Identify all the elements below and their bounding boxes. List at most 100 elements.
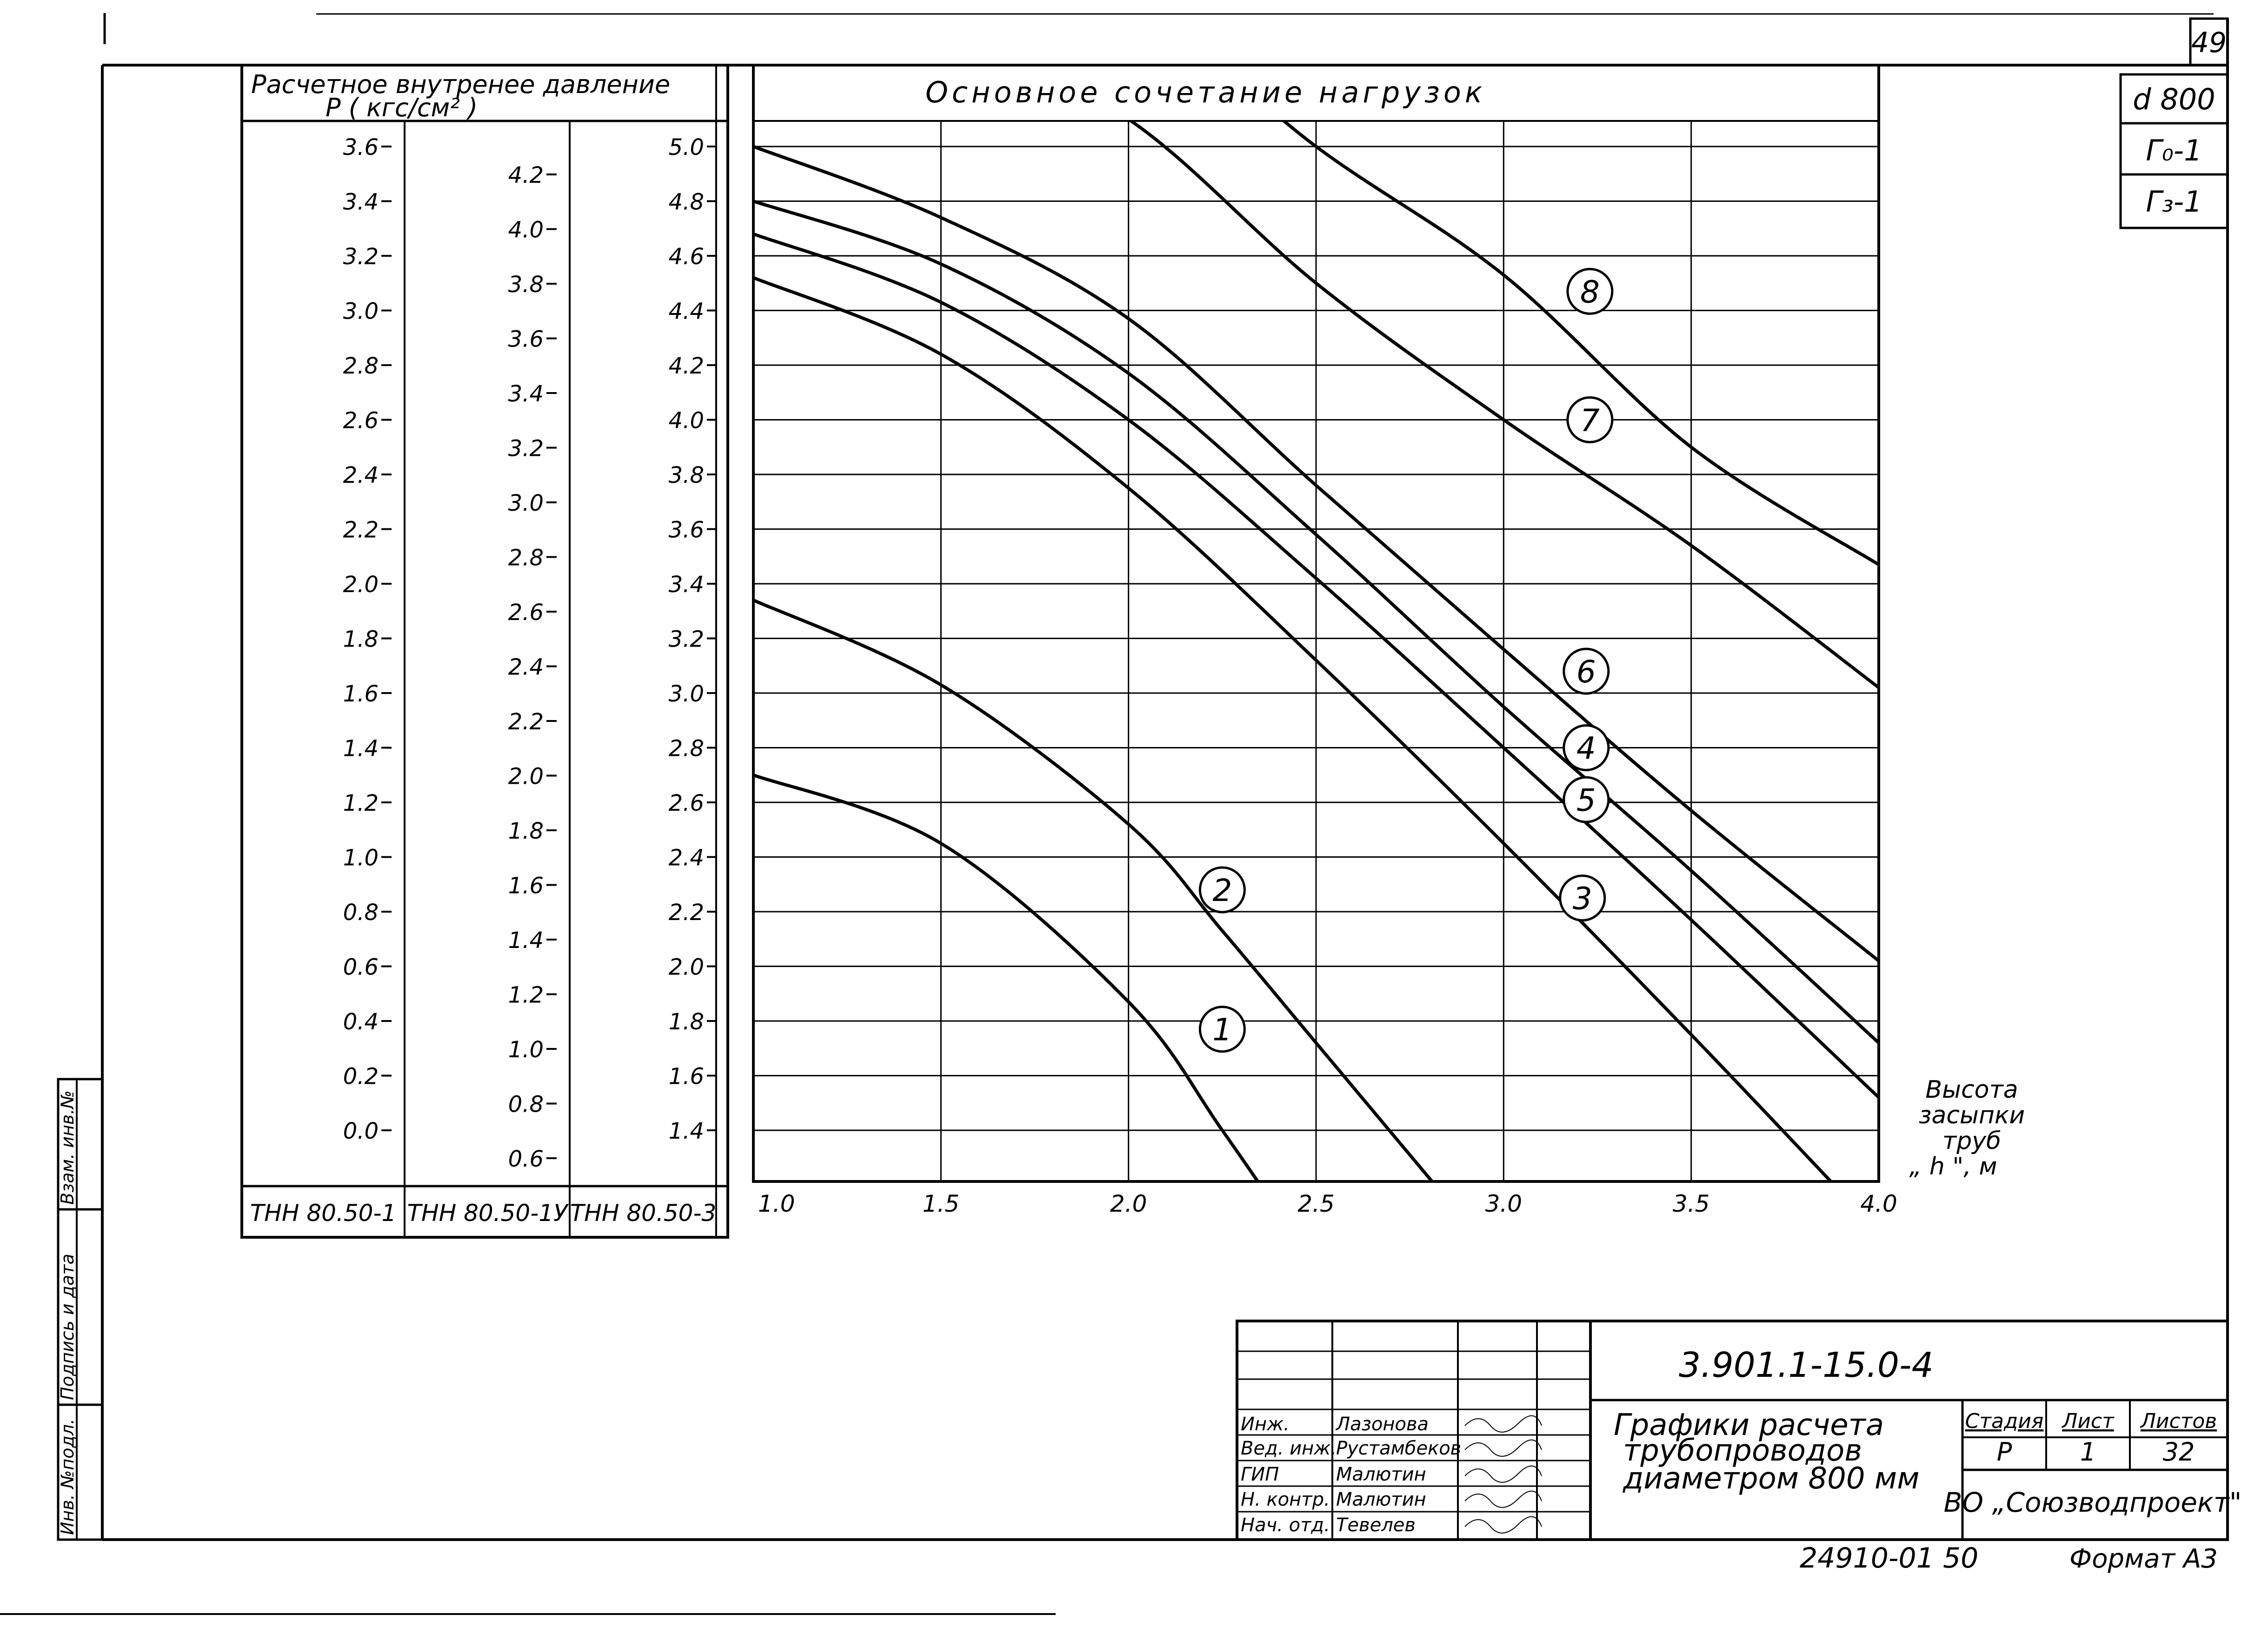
y-tick-label: 0.8 <box>508 1092 544 1118</box>
signer-name: Малютин <box>1336 1464 1426 1485</box>
curve-label-number: 7 <box>1580 403 1600 439</box>
y-tick-label: 2.2 <box>508 709 544 735</box>
curve-label-number: 2 <box>1212 873 1232 908</box>
curve-label-circle <box>1198 1006 1246 1053</box>
y-tick-label: 2.6 <box>508 600 544 626</box>
x-tick-label: 3.5 <box>1673 1190 1710 1217</box>
y-tick-label: 0.6 <box>508 1146 544 1172</box>
signature-mark <box>1464 1516 1542 1534</box>
y-tick-label: 3.0 <box>669 681 704 707</box>
curve-2 <box>753 599 1435 1181</box>
sheet-value: 1 <box>2080 1437 2096 1467</box>
y-tick-label: 2.0 <box>508 764 544 790</box>
signer-name: Рустамбеков <box>1336 1438 1461 1459</box>
curve-label-circle <box>1566 396 1614 443</box>
left-margin-stamp: Инв. №подл. Подпись и дата Взам. инв.№ <box>57 1078 104 1541</box>
y-tick-label: 1.0 <box>343 845 379 871</box>
y-tick-label: 2.4 <box>343 462 379 488</box>
side-tags: d 800 Г₀-1 Г₃-1 <box>2119 73 2229 229</box>
curve-label-number: 1 <box>1212 1012 1232 1048</box>
curve-label-number: 5 <box>1576 782 1596 818</box>
chart-title: Основное сочетание нагрузок <box>925 75 1486 109</box>
x-axis-title-line: „ h ", м <box>1909 1153 1997 1181</box>
signature-mark <box>1464 1439 1542 1457</box>
y-tick-label: 2.4 <box>508 654 544 681</box>
y-tick-label: 0.0 <box>343 1118 379 1144</box>
doc-code: 3.901.1-15.0-4 <box>1679 1345 1934 1385</box>
y-tick-label: 2.6 <box>669 790 704 816</box>
x-tick-label: 1.5 <box>923 1190 960 1217</box>
signature-mark <box>1464 1465 1542 1483</box>
y-tick-label: 0.2 <box>343 1064 379 1090</box>
y-tick-label: 1.8 <box>669 1009 704 1035</box>
y-tick-label: 0.4 <box>343 1009 379 1035</box>
y-tick-label: 3.6 <box>508 327 544 353</box>
y-tick-label: 2.0 <box>669 954 704 981</box>
x-tick-label: 2.5 <box>1297 1190 1335 1217</box>
x-axis-title-line: Высота <box>1925 1076 2018 1104</box>
pipe-column-1-label: ТНН 80.50-1 <box>250 1200 397 1227</box>
y-tick-label: 2.2 <box>669 900 704 926</box>
y-tick-label: 3.8 <box>508 272 544 298</box>
signature-mark <box>1464 1490 1542 1508</box>
title-block-roles: Инж. Лазонова Вед. инж.Рустамбеков ГИП Малют… <box>1241 1414 1542 1536</box>
y-tick-label: 0.8 <box>343 900 379 926</box>
y-tick-label: 1.4 <box>343 736 379 762</box>
curve-6 <box>753 145 1879 962</box>
curve-label-circle <box>1198 866 1246 914</box>
y-tick-label: 1.4 <box>508 927 544 954</box>
curve-8 <box>1281 121 1879 566</box>
margin-label-signature: Подпись и дата <box>57 1254 78 1400</box>
y-tick-label: 2.4 <box>669 845 704 871</box>
doc-title-line2: трубопроводов <box>1623 1434 1862 1468</box>
y-tick-label: 4.0 <box>669 408 704 434</box>
curve-label-circle <box>1563 724 1610 771</box>
sheet-number-box: 49 <box>2189 17 2229 67</box>
role-label: ГИП <box>1241 1464 1279 1485</box>
curve-label-circle <box>1563 647 1610 695</box>
y-tick-label: 4.6 <box>669 244 704 270</box>
y-tick-label: 2.6 <box>343 408 379 434</box>
curve-5 <box>753 232 1879 1099</box>
y-tick-label: 3.2 <box>669 627 704 653</box>
pipe-column-3-label: ТНН 80.50-3 <box>570 1200 717 1227</box>
y-tick-label: 2.8 <box>669 736 704 762</box>
pipe-column-1u-label: ТНН 80.50-1У <box>407 1200 569 1227</box>
y-tick-label: 1.4 <box>669 1118 704 1144</box>
curve-7 <box>1128 121 1879 689</box>
y-tick-label: 3.2 <box>508 436 544 462</box>
curve-1 <box>753 773 1260 1181</box>
pressure-scales: 3.6 3.4 3.2 3.0 2.8 2.6 2.4 2.2 2.0 1.8 1.6 1.4 1.2 1… <box>343 134 717 1172</box>
organization: ВО „Союзводпроект" <box>1944 1487 2242 1518</box>
y-tick-label: 2.8 <box>343 353 379 379</box>
doc-title-line3: диаметром 800 мм <box>1623 1461 1919 1496</box>
y-tick-label: 1.2 <box>508 982 544 1008</box>
stage-value: Р <box>1997 1437 2012 1467</box>
y-tick-label: 3.4 <box>508 381 544 407</box>
y-tick-label: 4.0 <box>508 217 544 243</box>
y-tick-label: 3.0 <box>508 490 544 516</box>
y-tick-label: 3.0 <box>343 299 379 325</box>
signer-name: Лазонова <box>1335 1414 1429 1435</box>
y-tick-label: 2.0 <box>343 572 379 598</box>
curve-label-number: 6 <box>1576 654 1596 690</box>
role-label: Н. контр. <box>1241 1489 1330 1510</box>
side-tag-g3: Г₃-1 <box>2146 185 2202 219</box>
pressure-axis-title-line2: Р ( кгс/см² ) <box>326 93 478 122</box>
x-tick-label: 1.0 <box>758 1190 795 1217</box>
y-tick-label: 5.0 <box>669 134 704 160</box>
y-tick-label: 3.8 <box>669 462 704 488</box>
sheets-value: 32 <box>2163 1437 2195 1467</box>
margin-label-replace: Взам. инв.№ <box>57 1090 78 1205</box>
curve-labels: 8 7 6 4 5 3 2 1 <box>1198 267 1614 1053</box>
role-label: Нач. отд. <box>1241 1515 1330 1536</box>
curve-label-number: 3 <box>1573 881 1592 917</box>
y-tick-label: 1.8 <box>343 627 379 653</box>
y-tick-label: 1.0 <box>508 1037 544 1063</box>
x-tick-label: 2.0 <box>1110 1190 1147 1217</box>
signature-mark <box>1464 1415 1542 1433</box>
curve-3 <box>753 276 1833 1181</box>
chart-grid <box>752 121 1880 1181</box>
